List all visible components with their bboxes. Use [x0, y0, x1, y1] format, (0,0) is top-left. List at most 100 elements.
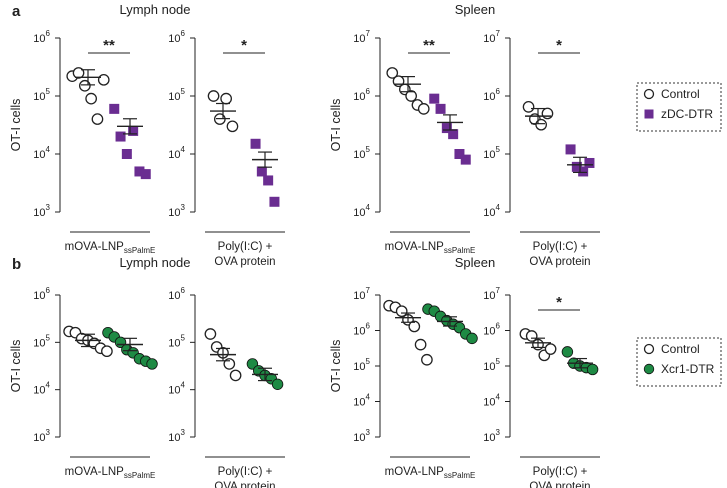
legend-label: Xcr1-DTR: [661, 362, 715, 376]
legend-marker-circle: [643, 363, 655, 375]
y-tick-exponent: 3: [181, 428, 186, 437]
data-point-zdc-dtr: [121, 149, 132, 159]
y-tick-exponent: 3: [46, 203, 51, 212]
significance-marker: *: [241, 37, 247, 54]
data-point-xcr1-dtr: [146, 358, 158, 370]
y-tick-label: 106: [168, 29, 185, 45]
data-point-zdc-dtr: [571, 161, 582, 172]
data-point-control: [386, 67, 399, 79]
y-tick-exponent: 5: [181, 333, 186, 342]
y-tick-label: 105: [168, 87, 185, 103]
legend-box: [636, 337, 722, 387]
y-tick-exponent: 5: [46, 87, 51, 96]
data-point-control: [204, 328, 217, 340]
significance-marker: *: [556, 294, 562, 311]
y-tick-exponent: 3: [366, 428, 371, 437]
y-tick-exponent: 6: [181, 286, 186, 295]
legend-box: [636, 82, 722, 132]
y-tick-label: 106: [353, 87, 370, 103]
chart-a-3: Spleen 104 105 106 107 OT-I cells ** mOVA-LNPss…: [329, 2, 495, 255]
y-tick-label: 106: [168, 286, 185, 302]
data-point-zdc-dtr: [429, 93, 440, 104]
legend-marker-control: [643, 343, 655, 355]
x-axis-label-subscript: ssPalmE: [124, 471, 156, 480]
y-tick-exponent: 3: [181, 203, 186, 212]
data-point-zdc-dtr: [448, 129, 459, 140]
y-tick-label: 105: [33, 333, 50, 349]
chart-b-3: Spleen 103 104 105 106 107 OT-I cells mOVA-LNPs…: [329, 255, 495, 480]
y-tick-label: 103: [353, 428, 370, 444]
y-tick-exponent: 6: [496, 322, 501, 331]
y-tick-exponent: 5: [181, 87, 186, 96]
chart-a-2: 103 104 105 106 * Poly(I:C) + OVA protein: [168, 29, 285, 268]
data-point-zdc-dtr: [454, 149, 465, 159]
y-tick-label: 105: [168, 333, 185, 349]
y-tick-exponent: 6: [366, 322, 371, 331]
x-axis-label: Poly(I:C) +: [218, 241, 273, 253]
x-axis-label: mOVA-LNPssPalmE: [385, 241, 476, 255]
chart-a-4: 104 105 106 107 * Poly(I:C) + OVA protein: [483, 29, 600, 268]
y-tick-exponent: 5: [366, 145, 371, 154]
legend-label: zDC-DTR: [661, 107, 713, 121]
y-tick-label: 104: [353, 393, 370, 409]
y-tick-label: 105: [353, 145, 370, 161]
y-tick-exponent: 3: [496, 428, 501, 437]
y-tick-label: 107: [353, 29, 370, 45]
section-title: Lymph node: [119, 2, 190, 17]
y-tick-label: 103: [168, 428, 185, 444]
y-tick-exponent: 4: [181, 381, 186, 390]
y-tick-exponent: 7: [366, 29, 371, 38]
y-tick-exponent: 7: [496, 286, 501, 295]
x-axis-label-subscript: ssPalmE: [124, 246, 156, 255]
y-tick-exponent: 4: [366, 393, 371, 402]
section-title: Spleen: [455, 255, 495, 270]
data-point-control: [226, 120, 239, 133]
chart-a-1: Lymph node 103 104 105 106 OT-I cells ** mOVA-L…: [9, 2, 191, 255]
data-point-control: [541, 107, 554, 120]
data-point-control: [229, 369, 242, 382]
data-point-control: [101, 345, 113, 358]
data-point-control: [408, 320, 421, 333]
data-point-control: [207, 90, 220, 102]
data-point-zdc-dtr: [441, 123, 452, 134]
y-tick-exponent: 4: [181, 145, 186, 154]
y-tick-label: 104: [168, 381, 185, 397]
y-tick-label: 104: [353, 203, 370, 219]
y-tick-exponent: 6: [46, 29, 51, 38]
section-title: Spleen: [455, 2, 495, 17]
y-tick-label: 103: [33, 203, 50, 219]
y-tick-exponent: 5: [46, 333, 51, 342]
data-point-xcr1-dtr: [586, 363, 599, 376]
panel-label: a: [12, 3, 21, 20]
data-point-zdc-dtr: [140, 169, 151, 180]
x-axis-label-line2: OVA protein: [529, 256, 590, 268]
data-point-control: [405, 90, 417, 102]
y-tick-label: 104: [168, 145, 185, 161]
x-axis-label: mOVA-LNPssPalmE: [385, 466, 476, 480]
data-point-zdc-dtr: [115, 131, 126, 142]
y-tick-exponent: 5: [496, 357, 501, 366]
y-tick-label: 106: [33, 286, 50, 302]
y-axis-label: OT-I cells: [9, 340, 23, 393]
chart-b-1: Lymph node 103 104 105 106 OT-I cells mOVA-LNP…: [9, 255, 191, 480]
y-tick-exponent: 4: [496, 203, 501, 212]
y-tick-label: 104: [33, 145, 50, 161]
significance-marker: **: [423, 37, 435, 54]
y-tick-exponent: 4: [366, 203, 371, 212]
data-point-control: [522, 101, 535, 113]
data-point-control: [544, 343, 557, 355]
y-tick-label: 107: [483, 286, 500, 302]
significance-marker: *: [556, 37, 562, 54]
data-point-control: [97, 73, 110, 86]
y-tick-label: 105: [353, 357, 370, 373]
significance-marker: **: [103, 37, 115, 54]
y-tick-exponent: 4: [46, 381, 51, 390]
y-tick-exponent: 6: [496, 87, 501, 96]
y-tick-exponent: 7: [496, 29, 501, 38]
legend-marker-square: [644, 109, 654, 119]
data-point-zdc-dtr: [250, 138, 261, 149]
x-axis-label-line2: OVA protein: [214, 481, 275, 488]
data-point-zdc-dtr: [109, 103, 120, 114]
data-point-control: [417, 103, 430, 115]
